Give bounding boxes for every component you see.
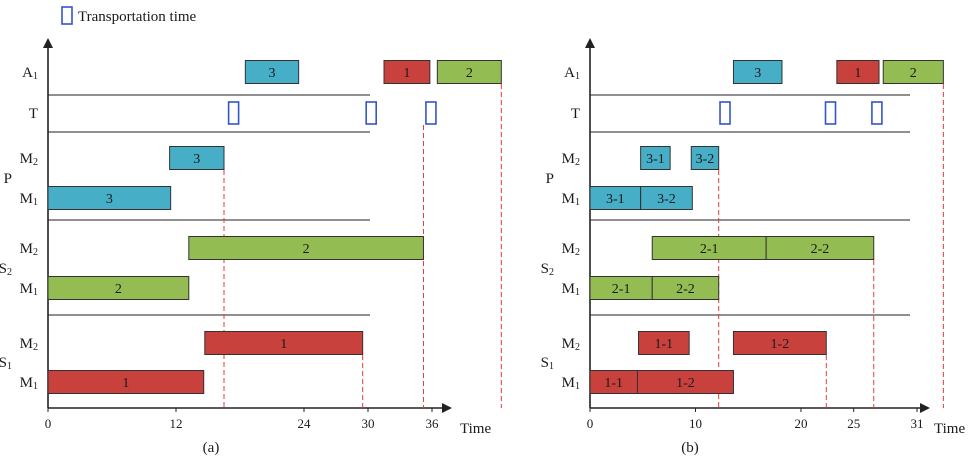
operation-label: 3-1 bbox=[646, 152, 665, 167]
group-label: S1 bbox=[541, 355, 554, 372]
x-tick-label: 31 bbox=[911, 416, 924, 431]
row-label: M1 bbox=[20, 375, 38, 392]
diagram-caption: (a) bbox=[203, 440, 220, 456]
operation-label: 3 bbox=[106, 192, 113, 207]
group-label: S2 bbox=[541, 261, 554, 278]
diagram-caption: (b) bbox=[681, 440, 699, 456]
x-tick-label: 12 bbox=[170, 416, 183, 431]
operation-label: 1-1 bbox=[604, 376, 623, 391]
legend: Transportation time bbox=[61, 6, 197, 25]
group-label: P bbox=[546, 171, 554, 187]
row-label: M1 bbox=[562, 281, 580, 298]
row-label: M2 bbox=[20, 241, 38, 258]
operation-label: 2 bbox=[303, 242, 310, 257]
operation-label: 1-2 bbox=[676, 376, 695, 391]
operation-bar bbox=[47, 276, 190, 300]
operation-bar bbox=[690, 146, 720, 170]
transportation-time-marker bbox=[365, 101, 378, 125]
row-label: T bbox=[571, 106, 580, 122]
operation-label: 3-2 bbox=[657, 192, 676, 207]
group-label: S2 bbox=[0, 261, 12, 278]
operation-bar bbox=[640, 146, 671, 170]
transportation-time-legend-icon bbox=[61, 6, 73, 25]
operation-bar bbox=[383, 60, 431, 84]
x-axis-label: Time bbox=[460, 421, 491, 437]
operation-label: 3 bbox=[269, 66, 276, 81]
operation-label: 3 bbox=[193, 152, 200, 167]
row-label: M1 bbox=[562, 375, 580, 392]
y-axis-arrow-icon bbox=[43, 38, 53, 48]
transportation-time-marker bbox=[824, 101, 837, 125]
operation-label: 1-2 bbox=[771, 337, 790, 352]
x-tick-label: 10 bbox=[689, 416, 702, 431]
operation-bar bbox=[765, 236, 875, 260]
row-label: M1 bbox=[20, 281, 38, 298]
operation-bar bbox=[836, 60, 880, 84]
x-tick-label: 30 bbox=[362, 416, 375, 431]
operation-label: 2-2 bbox=[676, 282, 695, 297]
operation-label: 2-2 bbox=[811, 242, 830, 257]
operation-bar bbox=[882, 60, 944, 84]
operation-label: 2-1 bbox=[612, 282, 631, 297]
operation-label: 3-2 bbox=[696, 152, 715, 167]
operation-label: 1 bbox=[280, 337, 287, 352]
x-tick-label: 24 bbox=[298, 416, 312, 431]
row-label: A1 bbox=[564, 65, 580, 82]
operation-bar bbox=[732, 331, 827, 355]
row-label: T bbox=[29, 106, 38, 122]
operation-label: 2 bbox=[910, 66, 917, 81]
operation-label: 1-1 bbox=[655, 337, 674, 352]
x-tick-label: 0 bbox=[587, 416, 594, 431]
row-label: M2 bbox=[20, 336, 38, 353]
operation-bar bbox=[732, 60, 783, 84]
operation-bar bbox=[436, 60, 502, 84]
y-axis-arrow-icon bbox=[585, 38, 595, 48]
operation-bar bbox=[636, 370, 734, 394]
operation-bar bbox=[188, 236, 424, 260]
x-tick-label: 25 bbox=[847, 416, 860, 431]
operation-bar bbox=[47, 370, 205, 394]
x-tick-label: 36 bbox=[426, 416, 440, 431]
x-tick-label: 0 bbox=[45, 416, 52, 431]
x-axis-arrow-icon bbox=[920, 403, 930, 413]
transportation-time-marker bbox=[871, 101, 883, 125]
row-label: M2 bbox=[562, 336, 580, 353]
transportation-time-marker bbox=[719, 101, 731, 125]
transportation-time-marker bbox=[227, 101, 240, 125]
row-label: M1 bbox=[562, 191, 580, 208]
operation-label: 2 bbox=[466, 66, 473, 81]
x-tick-label: 20 bbox=[794, 416, 807, 431]
x-axis-label: Time bbox=[934, 421, 965, 437]
operation-label: 2 bbox=[115, 282, 122, 297]
operation-bar bbox=[640, 186, 693, 210]
operation-bar bbox=[204, 331, 364, 355]
row-label: A1 bbox=[22, 65, 38, 82]
row-label: M1 bbox=[20, 191, 38, 208]
operation-label: 1 bbox=[854, 66, 861, 81]
operation-label: 1 bbox=[403, 66, 410, 81]
operation-label: 1 bbox=[122, 376, 129, 391]
group-label: S1 bbox=[0, 355, 12, 372]
operation-label: 3-1 bbox=[606, 192, 625, 207]
operation-label: 2-1 bbox=[700, 242, 719, 257]
operation-bar bbox=[47, 186, 172, 210]
operation-bar bbox=[638, 331, 690, 355]
operation-label: 3 bbox=[754, 66, 761, 81]
operation-bar bbox=[244, 60, 300, 84]
operation-bar bbox=[651, 276, 720, 300]
transportation-time-marker bbox=[425, 101, 437, 125]
row-label: M2 bbox=[20, 151, 38, 168]
row-label: M2 bbox=[562, 241, 580, 258]
x-axis-arrow-icon bbox=[442, 403, 452, 413]
operation-bar bbox=[169, 146, 225, 170]
group-label: P bbox=[4, 171, 12, 187]
row-label: M2 bbox=[562, 151, 580, 168]
legend-label: Transportation time bbox=[78, 9, 197, 25]
